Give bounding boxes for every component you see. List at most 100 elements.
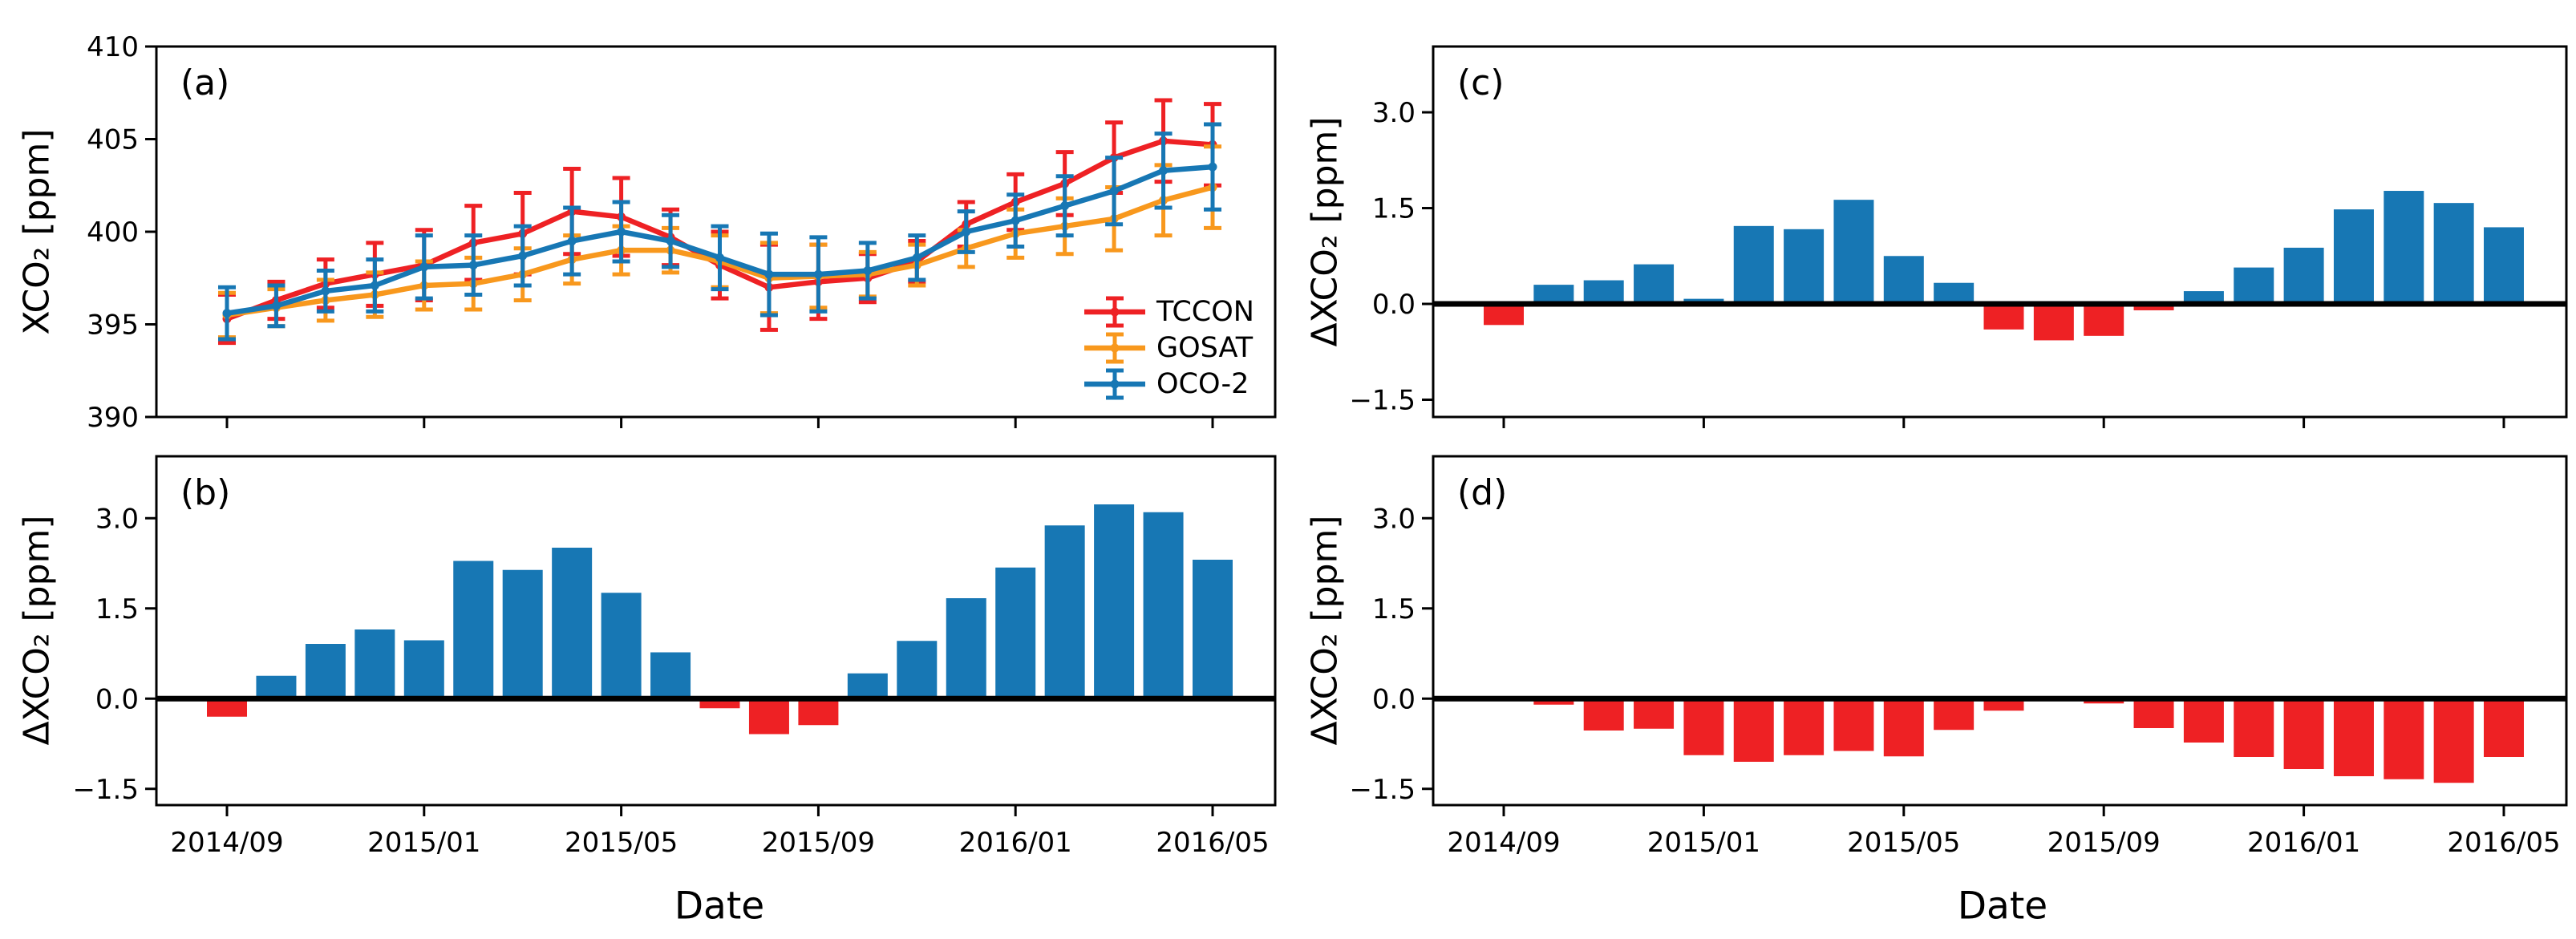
x-ticks-d: 2014/09 2015/01 2015/05 2015/09 2016/01 2016/…	[1447, 805, 2561, 859]
bar	[1533, 285, 1574, 305]
bar	[1934, 282, 1975, 305]
panel-letter-d: (d)	[1457, 472, 1508, 513]
bar	[1583, 280, 1624, 305]
bar	[650, 652, 691, 699]
bar	[1883, 256, 1924, 305]
y-tick-label: 400	[87, 217, 139, 249]
y-tick-label: 3.0	[1372, 97, 1416, 129]
data-point	[1109, 186, 1119, 196]
bar	[1583, 698, 1624, 731]
y-axis-label-c: ΔXCO₂ [ppm]	[1304, 116, 1346, 347]
bar	[1634, 264, 1675, 305]
legend-item-gosat: GOSAT	[1083, 330, 1254, 366]
bars-c	[1484, 191, 2524, 341]
y-tick-label: 405	[87, 124, 139, 156]
bar	[552, 548, 593, 699]
bar	[1833, 698, 1874, 751]
bars-d	[1533, 698, 2524, 783]
x-ticks-b: 2014/09 2015/01 2015/05 2015/09 2016/01 2016/…	[170, 805, 1270, 859]
x-tick-label: 2016/05	[1156, 827, 1269, 859]
legend-label: GOSAT	[1156, 331, 1254, 364]
bar	[1193, 560, 1233, 699]
x-tick-label: 2015/01	[1647, 827, 1760, 859]
data-point	[764, 269, 774, 279]
bar	[2183, 698, 2224, 743]
data-point	[1159, 166, 1169, 176]
data-point	[370, 281, 379, 290]
panel-letter-b: (b)	[180, 472, 231, 513]
data-point	[271, 301, 281, 310]
bar	[1983, 304, 2024, 330]
series-TCCON	[218, 98, 1221, 346]
bar	[2384, 191, 2424, 305]
y-tick-label: 1.5	[1372, 193, 1416, 225]
bar	[2484, 698, 2524, 757]
data-point	[567, 237, 577, 246]
x-tick-label: 2015/01	[367, 827, 480, 859]
bar	[2384, 698, 2424, 779]
axes-frame	[1432, 455, 2568, 807]
y-tick-label: 3.0	[1372, 503, 1416, 535]
y-tick-label: 0.0	[1372, 683, 1416, 715]
x-tick-label: 2015/09	[762, 827, 875, 859]
y-tick-label: 1.5	[95, 593, 139, 625]
bar	[1044, 525, 1085, 699]
y-tick-label: 0.0	[95, 683, 139, 715]
data-point	[1011, 216, 1020, 225]
bar	[1784, 698, 1825, 755]
axes-frame	[1432, 45, 2568, 419]
y-tick-label: 0.0	[1372, 289, 1416, 321]
bar	[601, 593, 642, 699]
x-tick-label: 2016/05	[2447, 827, 2560, 859]
data-point	[1060, 201, 1070, 211]
bar	[2283, 247, 2324, 305]
bars-b	[207, 504, 1233, 735]
x-axis-label-d: Date	[1957, 884, 2048, 929]
panel-letter-c: (c)	[1457, 63, 1505, 103]
bar	[1533, 698, 1574, 705]
bar	[1634, 698, 1675, 729]
bar	[1143, 512, 1184, 699]
data-point	[813, 269, 823, 279]
axes-frame	[155, 455, 1277, 807]
legend-label: OCO-2	[1156, 367, 1250, 400]
bar	[2433, 698, 2474, 783]
data-point	[617, 227, 626, 237]
panel-a: 390 395 400 405 410	[87, 31, 1277, 434]
data-point	[863, 266, 873, 276]
bar	[897, 641, 938, 699]
bar	[2333, 698, 2374, 776]
bar	[305, 644, 346, 699]
bar	[2484, 227, 2524, 305]
y-tick-label: 1.5	[1372, 593, 1416, 625]
panel-letter-a: (a)	[180, 63, 230, 103]
bar	[2333, 209, 2374, 305]
y-ticks-a: 390 395 400 405 410	[87, 31, 156, 434]
bar	[1983, 698, 2024, 711]
bar	[748, 698, 789, 735]
panel-b: 2014/09 2015/01 2015/05 2015/09 2016/01 2016/…	[72, 455, 1277, 859]
bar	[1934, 698, 1975, 731]
y-tick-label: −1.5	[72, 774, 139, 806]
bar	[1683, 698, 1724, 755]
x-ticks-a	[225, 417, 1214, 428]
y-tick-label: 390	[87, 402, 139, 434]
bar	[847, 673, 888, 699]
bar	[1733, 698, 1774, 762]
x-tick-label: 2015/05	[565, 827, 678, 859]
x-ticks-c	[1502, 417, 2505, 428]
panel-d: 2014/09 2015/01 2015/05 2015/09 2016/01 2016/…	[1349, 455, 2568, 859]
bar	[1733, 225, 1774, 305]
bar	[1784, 229, 1825, 305]
bar	[2084, 304, 2124, 336]
y-ticks-d: −1.5 0.0 1.5 3.0	[1349, 503, 1433, 806]
bar	[946, 598, 986, 699]
bar	[403, 640, 444, 699]
panel-c: −1.5 0.0 1.5 3.0	[1349, 45, 2568, 428]
bar	[995, 567, 1036, 699]
bar	[256, 675, 297, 699]
bar	[2283, 698, 2324, 769]
y-ticks-c: −1.5 0.0 1.5 3.0	[1349, 97, 1433, 416]
x-tick-label: 2014/09	[1447, 827, 1560, 859]
